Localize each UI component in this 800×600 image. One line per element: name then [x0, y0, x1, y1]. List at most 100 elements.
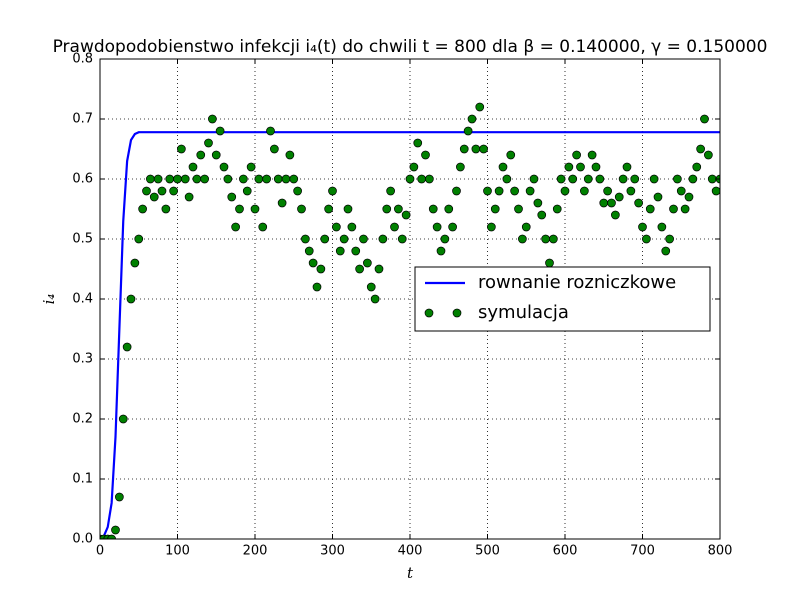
- ticks: 0 100 200 300 400 500 600 700 800 0.0 0.1 0.2 0.3 0.4…: [72, 52, 732, 559]
- point: [397, 234, 407, 244]
- x-tick-label: 400: [398, 544, 423, 559]
- point: [180, 174, 190, 184]
- point: [661, 246, 671, 256]
- point: [479, 144, 488, 154]
- x-tick-label: 500: [475, 544, 500, 559]
- point: [549, 234, 558, 244]
- point: [444, 204, 454, 214]
- point: [359, 234, 368, 244]
- point: [483, 186, 492, 196]
- point: [270, 144, 279, 154]
- y-tick-label: 0.3: [72, 352, 93, 367]
- point: [657, 222, 667, 232]
- point: [599, 198, 609, 208]
- point: [669, 204, 678, 214]
- x-tick-label: 0: [96, 544, 104, 559]
- point: [227, 192, 237, 202]
- point: [614, 192, 624, 202]
- legend-marker: [452, 308, 462, 318]
- legend-box: [414, 266, 711, 332]
- point: [638, 222, 647, 232]
- point: [665, 234, 674, 244]
- point: [518, 234, 527, 244]
- point: [126, 294, 136, 304]
- x-tick-label: 800: [708, 544, 733, 559]
- point: [184, 192, 194, 202]
- chart-title: Prawdopodobienstwo infekcji i₄(t) do chw…: [53, 37, 768, 57]
- legend: rownanie rozniczkowe symulacja: [414, 266, 711, 332]
- y-tick-label: 0.7: [72, 112, 93, 127]
- point: [696, 144, 705, 154]
- point: [510, 186, 519, 196]
- point: [704, 150, 713, 160]
- point: [258, 222, 268, 232]
- point: [630, 174, 640, 184]
- point: [165, 174, 175, 184]
- point: [576, 162, 585, 172]
- point: [649, 174, 659, 184]
- y-tick-label: 0.4: [72, 292, 93, 307]
- point: [266, 126, 275, 136]
- point: [494, 186, 504, 196]
- point: [312, 282, 322, 292]
- point: [417, 174, 426, 184]
- y-tick-label: 0.1: [72, 472, 93, 487]
- point: [324, 204, 333, 214]
- point: [564, 162, 574, 172]
- point: [552, 204, 562, 214]
- point: [118, 414, 128, 424]
- point: [475, 102, 485, 112]
- point: [277, 198, 287, 208]
- point: [490, 204, 500, 214]
- marks: [100, 102, 720, 539]
- point: [196, 150, 206, 160]
- y-tick-label: 0.0: [72, 532, 93, 547]
- point: [634, 198, 643, 208]
- point: [273, 174, 283, 184]
- point: [421, 150, 430, 160]
- point: [642, 234, 651, 244]
- point: [254, 174, 264, 184]
- point: [161, 204, 171, 214]
- point: [153, 174, 163, 184]
- point: [583, 174, 593, 184]
- point: [405, 174, 415, 184]
- point: [204, 138, 213, 148]
- legend-label: rownanie rozniczkowe: [478, 272, 676, 293]
- point: [289, 174, 299, 184]
- point: [169, 186, 178, 196]
- point: [200, 174, 209, 184]
- point: [134, 234, 144, 244]
- point: [409, 162, 419, 172]
- point: [149, 192, 159, 202]
- point: [320, 234, 330, 244]
- point: [603, 186, 612, 196]
- point: [339, 234, 349, 244]
- x-tick-label: 700: [630, 544, 655, 559]
- point: [374, 264, 384, 274]
- point: [343, 204, 353, 214]
- point: [208, 114, 217, 124]
- point: [347, 222, 357, 232]
- point: [192, 174, 202, 184]
- point: [366, 282, 376, 292]
- point: [146, 174, 155, 184]
- point: [506, 150, 516, 160]
- point: [246, 162, 256, 172]
- point: [115, 492, 124, 502]
- point: [177, 144, 186, 154]
- point: [622, 162, 632, 172]
- point: [580, 186, 589, 196]
- x-axis-label: t: [407, 564, 414, 582]
- y-tick-label: 0.8: [72, 52, 93, 67]
- point: [680, 204, 690, 214]
- legend-label: symulacja: [478, 302, 569, 323]
- point: [223, 174, 233, 184]
- point: [459, 144, 469, 154]
- y-tick-label: 0.2: [72, 412, 93, 427]
- point: [316, 264, 326, 274]
- point: [301, 234, 310, 244]
- point: [537, 210, 547, 220]
- point: [111, 525, 120, 535]
